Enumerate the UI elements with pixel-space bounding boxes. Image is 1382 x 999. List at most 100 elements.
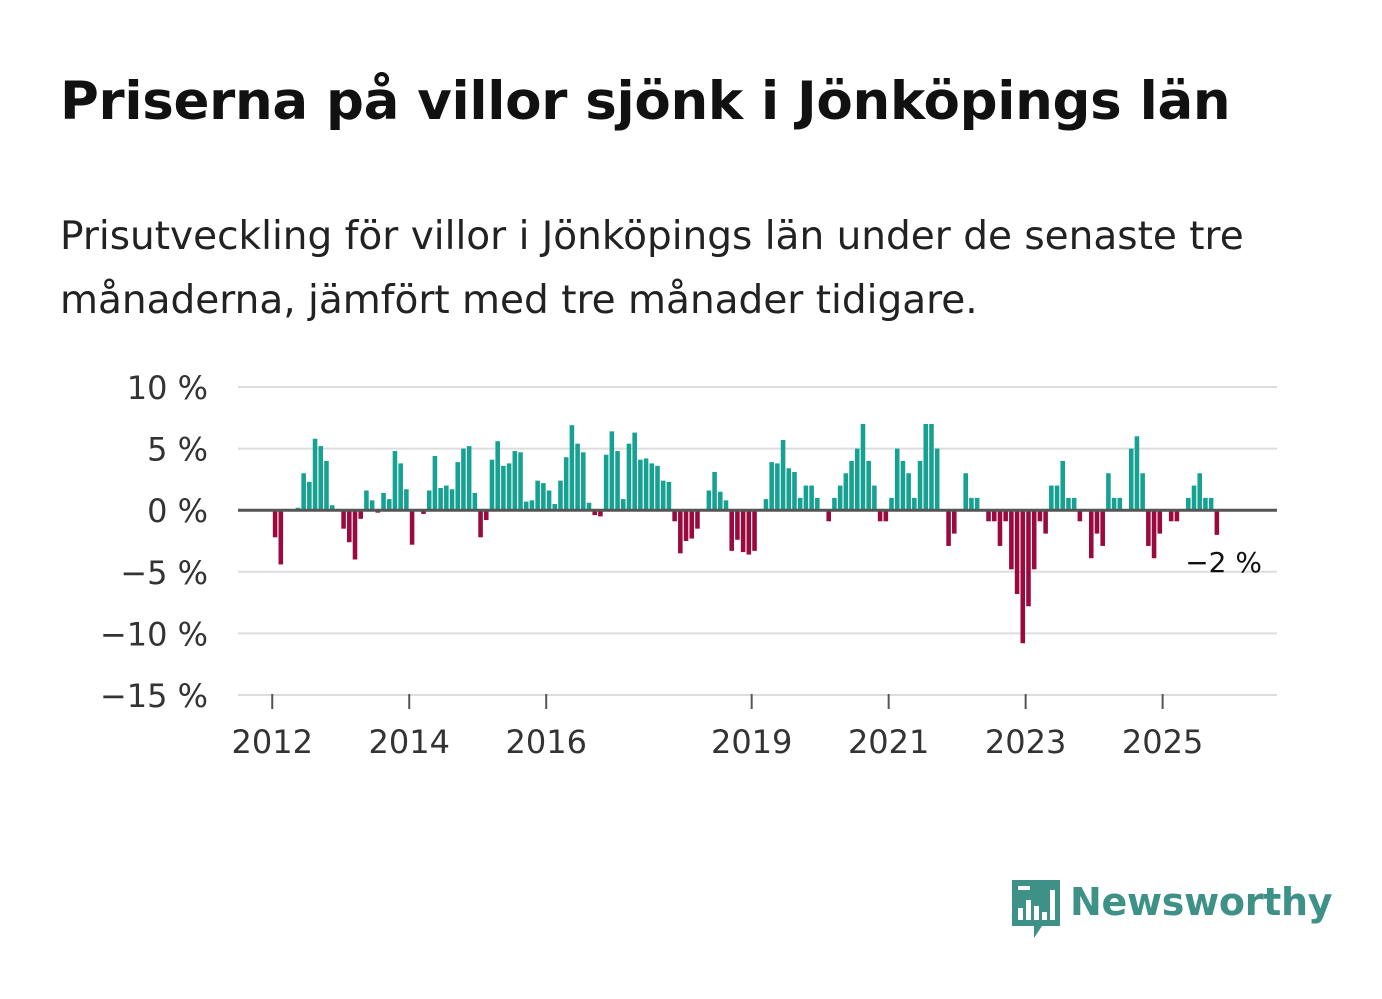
- y-tick-label: −10 %: [100, 615, 208, 653]
- bar: [672, 510, 677, 522]
- bar: [991, 510, 997, 522]
- bar: [278, 510, 284, 565]
- bar: [775, 463, 780, 511]
- bars: [272, 423, 1220, 644]
- bar: [1174, 510, 1180, 522]
- bar: [1140, 473, 1145, 511]
- x-tick-label: 2014: [369, 723, 450, 761]
- bar: [455, 462, 461, 511]
- bar: [466, 446, 472, 511]
- chart-subtitle: Prisutveckling för villor i Jönköpings l…: [60, 214, 1244, 323]
- bar: [558, 480, 563, 511]
- bar: [472, 492, 478, 511]
- bar: [797, 497, 803, 511]
- bar: [1060, 460, 1066, 511]
- bar: [832, 497, 837, 511]
- bar: [666, 481, 672, 511]
- x-tick-label: 2025: [1122, 723, 1203, 761]
- bar: [312, 438, 318, 511]
- bar: [489, 459, 495, 511]
- bar: [1077, 510, 1083, 522]
- bar: [1037, 510, 1043, 522]
- bar: [923, 423, 929, 511]
- bar: [809, 485, 814, 511]
- bar: [1146, 510, 1151, 546]
- bar: [860, 423, 866, 511]
- bar: [952, 510, 957, 534]
- bar: [438, 488, 443, 511]
- bar: [1071, 497, 1077, 511]
- bar: [421, 510, 426, 514]
- bar: [729, 510, 734, 551]
- bar: [398, 463, 403, 511]
- bar: [272, 510, 278, 538]
- bar: [506, 463, 512, 511]
- bar: [746, 510, 752, 555]
- bar: [1128, 448, 1134, 511]
- bar: [632, 432, 637, 511]
- annotation-group: −2 %: [1185, 546, 1262, 579]
- bar: [318, 446, 324, 511]
- y-tick-label: 0 %: [147, 492, 208, 530]
- bar: [1094, 510, 1100, 534]
- bar: [1020, 510, 1026, 644]
- bar: [404, 489, 409, 511]
- y-tick-label: 10 %: [127, 369, 208, 407]
- bar: [381, 492, 386, 511]
- bar: [541, 483, 546, 511]
- bar: [963, 473, 968, 511]
- bar: [1088, 510, 1094, 559]
- bar: [780, 439, 786, 511]
- bar: [552, 504, 558, 511]
- bar: [815, 497, 820, 511]
- bar: [495, 441, 500, 511]
- bar: [444, 485, 449, 511]
- bar: [643, 458, 649, 511]
- bar: [826, 510, 832, 522]
- bar: [849, 460, 854, 511]
- bar: [872, 485, 877, 511]
- bar: [906, 473, 911, 511]
- bar: [1100, 510, 1105, 546]
- bar: [364, 490, 369, 511]
- bar: [307, 481, 312, 511]
- bar: [917, 460, 923, 511]
- bar: [523, 501, 529, 511]
- bar: [723, 500, 729, 511]
- bar: [586, 502, 592, 511]
- y-tick-label: 5 %: [147, 431, 208, 469]
- bar: [969, 497, 974, 511]
- bar: [386, 499, 392, 511]
- bar: [997, 510, 1003, 546]
- bar: [449, 489, 455, 511]
- bar: [695, 510, 700, 529]
- bar: [1014, 510, 1020, 594]
- bar: [581, 452, 586, 511]
- bar: [718, 491, 723, 511]
- brand-name: Newsworthy: [1070, 880, 1333, 924]
- bar: [1106, 473, 1111, 511]
- bar: [934, 448, 940, 511]
- bar: [603, 454, 609, 511]
- bar: [655, 465, 660, 511]
- bar: [912, 497, 917, 511]
- bar: [740, 510, 746, 553]
- y-tick-label: −15 %: [100, 677, 208, 715]
- bar: [501, 465, 506, 511]
- bar: [660, 480, 666, 511]
- bar: [1066, 497, 1071, 511]
- bar: [1208, 497, 1214, 511]
- bar: [483, 510, 489, 521]
- bar: [1054, 485, 1060, 511]
- y-tick-label: −5 %: [120, 554, 208, 592]
- bar: [866, 460, 871, 511]
- bar: [563, 457, 569, 511]
- bar: [1134, 436, 1140, 511]
- bar: [478, 510, 483, 538]
- bar: [341, 510, 346, 529]
- bar: [843, 473, 849, 511]
- bar: [786, 468, 792, 511]
- bar: [1197, 473, 1203, 511]
